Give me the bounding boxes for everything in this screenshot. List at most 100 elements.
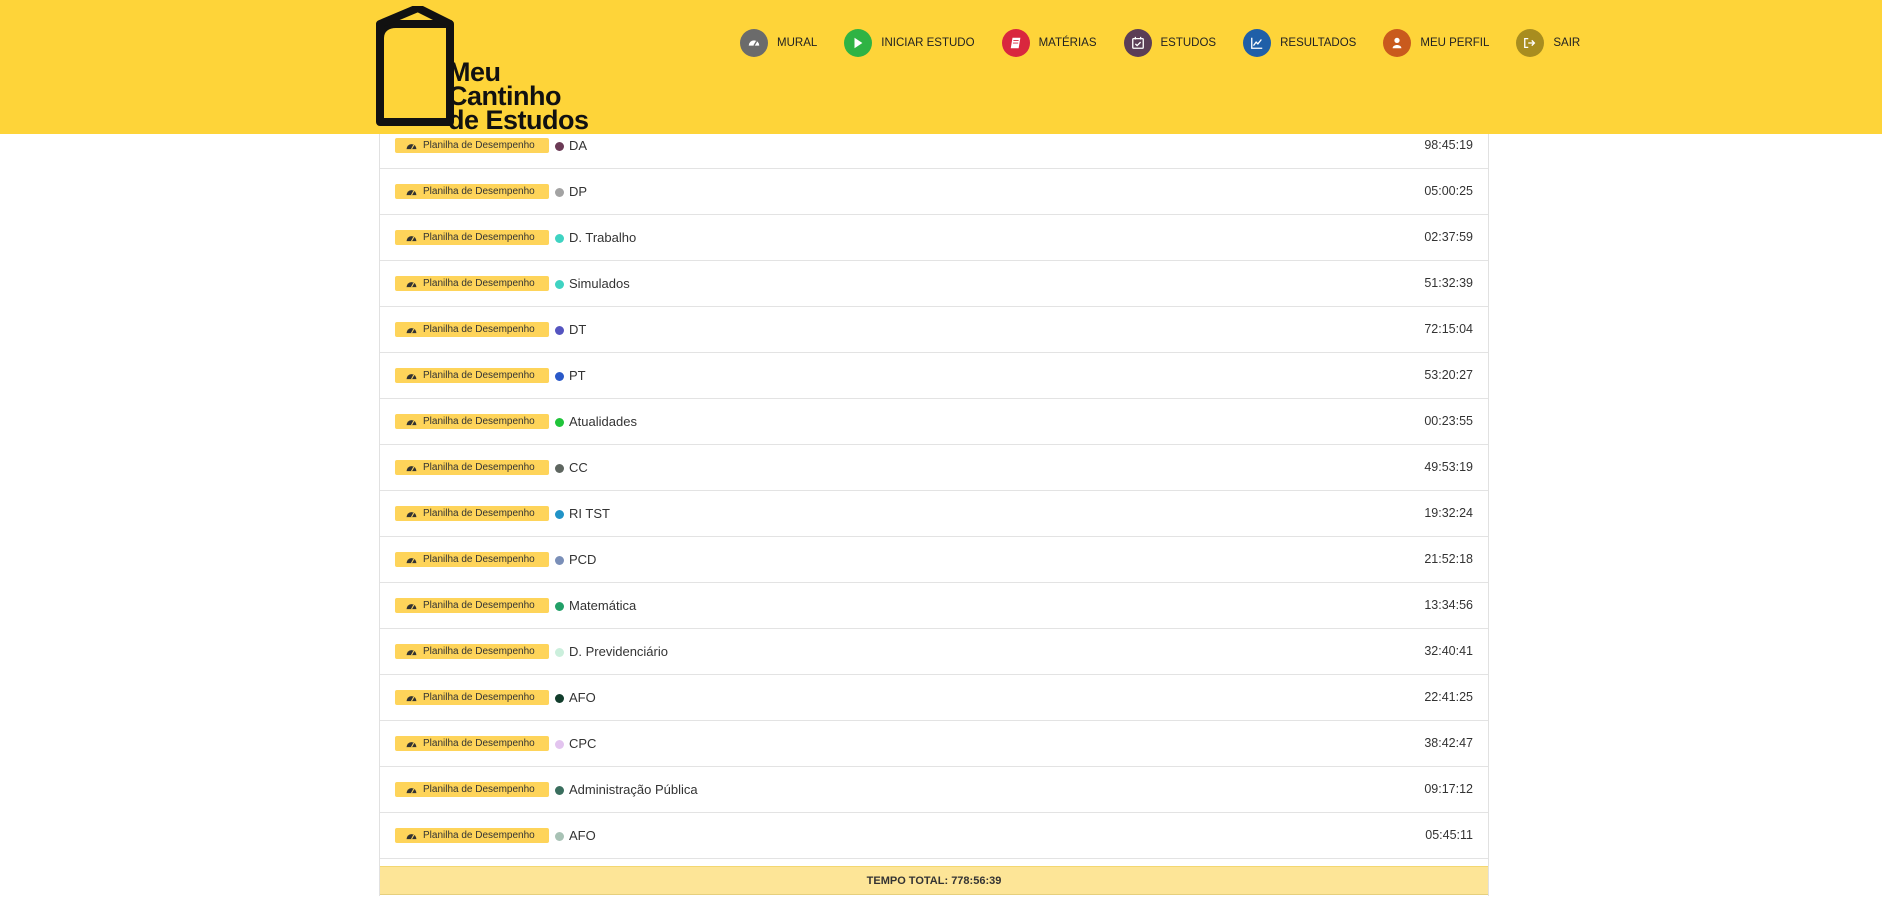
subject-name: Atualidades <box>569 414 637 429</box>
badge-label: Planilha de Desempenho <box>423 738 535 749</box>
dashboard-icon <box>406 650 417 656</box>
list-item: Planilha de Desempenho D. Previdenciário 3… <box>380 629 1488 675</box>
study-time: 05:00:25 <box>1424 184 1473 198</box>
badge-label: Planilha de Desempenho <box>423 554 535 565</box>
list-item: Planilha de Desempenho AFO 05:45:11 <box>380 813 1488 859</box>
performance-sheet-button[interactable]: Planilha de Desempenho <box>395 276 549 291</box>
performance-sheet-button[interactable]: Planilha de Desempenho <box>395 552 549 567</box>
badge-label: Planilha de Desempenho <box>423 370 535 381</box>
performance-sheet-button[interactable]: Planilha de Desempenho <box>395 322 549 337</box>
subject-name: CC <box>569 460 588 475</box>
performance-sheet-button[interactable]: Planilha de Desempenho <box>395 598 549 613</box>
subject-color-dot <box>555 832 564 841</box>
list-item: Planilha de Desempenho Simulados 51:32:39 <box>380 261 1488 307</box>
badge-label: Planilha de Desempenho <box>423 416 535 427</box>
dashboard-icon <box>406 558 417 564</box>
header: Meu Cantinho de Estudos MURAL INICIAR EST… <box>0 0 1882 134</box>
line-chart-icon <box>1243 29 1272 57</box>
badge-label: Planilha de Desempenho <box>423 186 535 197</box>
list-item: Planilha de Desempenho PCD 21:52:18 <box>380 537 1488 583</box>
performance-sheet-button[interactable]: Planilha de Desempenho <box>395 414 549 429</box>
dashboard-icon <box>406 466 417 472</box>
total-time-bar: TEMPO TOTAL: 778:56:39 <box>380 866 1488 895</box>
dashboard-icon <box>406 788 417 794</box>
badge-label: Planilha de Desempenho <box>423 232 535 243</box>
list-item: Planilha de Desempenho D. Trabalho 02:37:5… <box>380 215 1488 261</box>
dashboard-icon <box>406 420 417 426</box>
performance-sheet-button[interactable]: Planilha de Desempenho <box>395 506 549 521</box>
study-time: 09:17:12 <box>1424 782 1473 796</box>
subject-color-dot <box>555 280 564 289</box>
performance-sheet-button[interactable]: Planilha de Desempenho <box>395 138 549 153</box>
dashboard-icon <box>740 29 768 57</box>
performance-sheet-button[interactable]: Planilha de Desempenho <box>395 368 549 383</box>
subject-color-dot <box>555 326 564 335</box>
study-time: 19:32:24 <box>1424 506 1473 520</box>
subject-name: Administração Pública <box>569 782 698 797</box>
subject-name: D. Trabalho <box>569 230 637 245</box>
badge-label: Planilha de Desempenho <box>423 462 535 473</box>
performance-sheet-button[interactable]: Planilha de Desempenho <box>395 460 549 475</box>
performance-sheet-button[interactable]: Planilha de Desempenho <box>395 828 549 843</box>
subject-color-dot <box>555 556 564 565</box>
subject-name: Matemática <box>569 598 637 613</box>
app-logo[interactable]: Meu Cantinho de Estudos <box>374 6 589 134</box>
performance-sheet-button[interactable]: Planilha de Desempenho <box>395 736 549 751</box>
performance-sheet-button[interactable]: Planilha de Desempenho <box>395 690 549 705</box>
nav-label: MEU PERFIL <box>1420 37 1490 49</box>
study-time: 51:32:39 <box>1424 276 1473 290</box>
nav-item-sair[interactable]: SAIR <box>1516 29 1580 57</box>
calendar-check-icon <box>1123 29 1152 57</box>
performance-sheet-button[interactable]: Planilha de Desempenho <box>395 230 549 245</box>
study-time: 02:37:59 <box>1424 230 1473 244</box>
study-time: 49:53:19 <box>1424 460 1473 474</box>
nav-item-meu-perfil[interactable]: MEU PERFIL <box>1383 29 1489 57</box>
nav-item-estudos[interactable]: ESTUDOS <box>1123 29 1217 57</box>
nav-item-mural[interactable]: MURAL <box>740 29 817 57</box>
logo-line-3: de Estudos <box>448 105 589 135</box>
study-time: 72:15:04 <box>1424 322 1473 336</box>
subject-name: Simulados <box>569 276 630 291</box>
main-nav: MURAL INICIAR ESTUDO MATÉRIAS ESTUDOS RESULT… <box>740 29 1580 57</box>
list-item: Planilha de Desempenho Administração Públ… <box>380 767 1488 813</box>
sign-out-icon <box>1516 29 1545 57</box>
subject-color-dot <box>555 694 564 703</box>
subject-color-dot <box>555 786 564 795</box>
list-item: Planilha de Desempenho DP 05:00:25 <box>380 169 1488 215</box>
nav-label: ESTUDOS <box>1160 37 1217 49</box>
dashboard-icon <box>406 328 417 334</box>
subject-name: PT <box>569 368 586 383</box>
subject-name: D. Previdenciário <box>569 644 668 659</box>
list-item: Planilha de Desempenho RI TST 19:32:24 <box>380 491 1488 537</box>
performance-sheet-button[interactable]: Planilha de Desempenho <box>395 644 549 659</box>
dashboard-icon <box>406 742 417 748</box>
subject-name: DA <box>569 138 588 153</box>
logo-line-2: Cantinho <box>448 81 561 111</box>
nav-label: RESULTADOS <box>1280 37 1357 49</box>
performance-sheet-button[interactable]: Planilha de Desempenho <box>395 782 549 797</box>
subject-color-dot <box>555 142 564 151</box>
subject-color-dot <box>555 372 564 381</box>
list-item: Planilha de Desempenho Matemática 13:34:56 <box>380 583 1488 629</box>
subject-color-dot <box>555 464 564 473</box>
nav-item-resultados[interactable]: RESULTADOS <box>1243 29 1356 57</box>
list-item: Planilha de Desempenho DT 72:15:04 <box>380 307 1488 353</box>
badge-label: Planilha de Desempenho <box>423 278 535 289</box>
dashboard-icon <box>406 512 417 518</box>
subject-color-dot <box>555 648 564 657</box>
nav-item-iniciar-estudo[interactable]: INICIAR ESTUDO <box>844 29 975 57</box>
performance-sheet-button[interactable]: Planilha de Desempenho <box>395 184 549 199</box>
nav-label: INICIAR ESTUDO <box>881 37 975 49</box>
study-time: 32:40:41 <box>1424 644 1473 658</box>
badge-label: Planilha de Desempenho <box>423 508 535 519</box>
nav-item-matérias[interactable]: MATÉRIAS <box>1001 29 1097 57</box>
subject-name: PCD <box>569 552 597 567</box>
subject-color-dot <box>555 188 564 197</box>
subject-color-dot <box>555 234 564 243</box>
study-time: 98:45:19 <box>1424 138 1473 152</box>
subject-name: CPC <box>569 736 597 751</box>
logo-line-1: Meu <box>448 57 501 87</box>
play-icon <box>844 29 873 57</box>
study-time: 05:45:11 <box>1425 828 1473 842</box>
badge-label: Planilha de Desempenho <box>423 784 535 795</box>
